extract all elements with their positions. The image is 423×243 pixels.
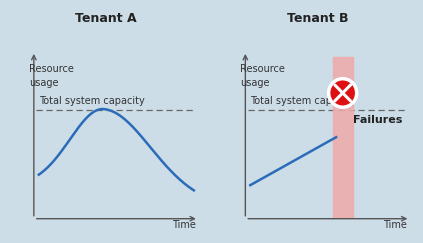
Text: Tenant B: Tenant B	[286, 12, 348, 25]
Text: Total system capacity: Total system capacity	[250, 95, 356, 105]
Circle shape	[329, 79, 357, 107]
Bar	[333, 57, 353, 218]
Text: Time: Time	[172, 220, 195, 230]
Text: Resource
usage: Resource usage	[240, 64, 285, 88]
Text: Time: Time	[383, 220, 407, 230]
Text: Resource
usage: Resource usage	[29, 64, 74, 88]
Text: Failures: Failures	[352, 115, 402, 125]
Text: Tenant A: Tenant A	[75, 12, 137, 25]
Text: Total system capacity: Total system capacity	[39, 95, 145, 105]
